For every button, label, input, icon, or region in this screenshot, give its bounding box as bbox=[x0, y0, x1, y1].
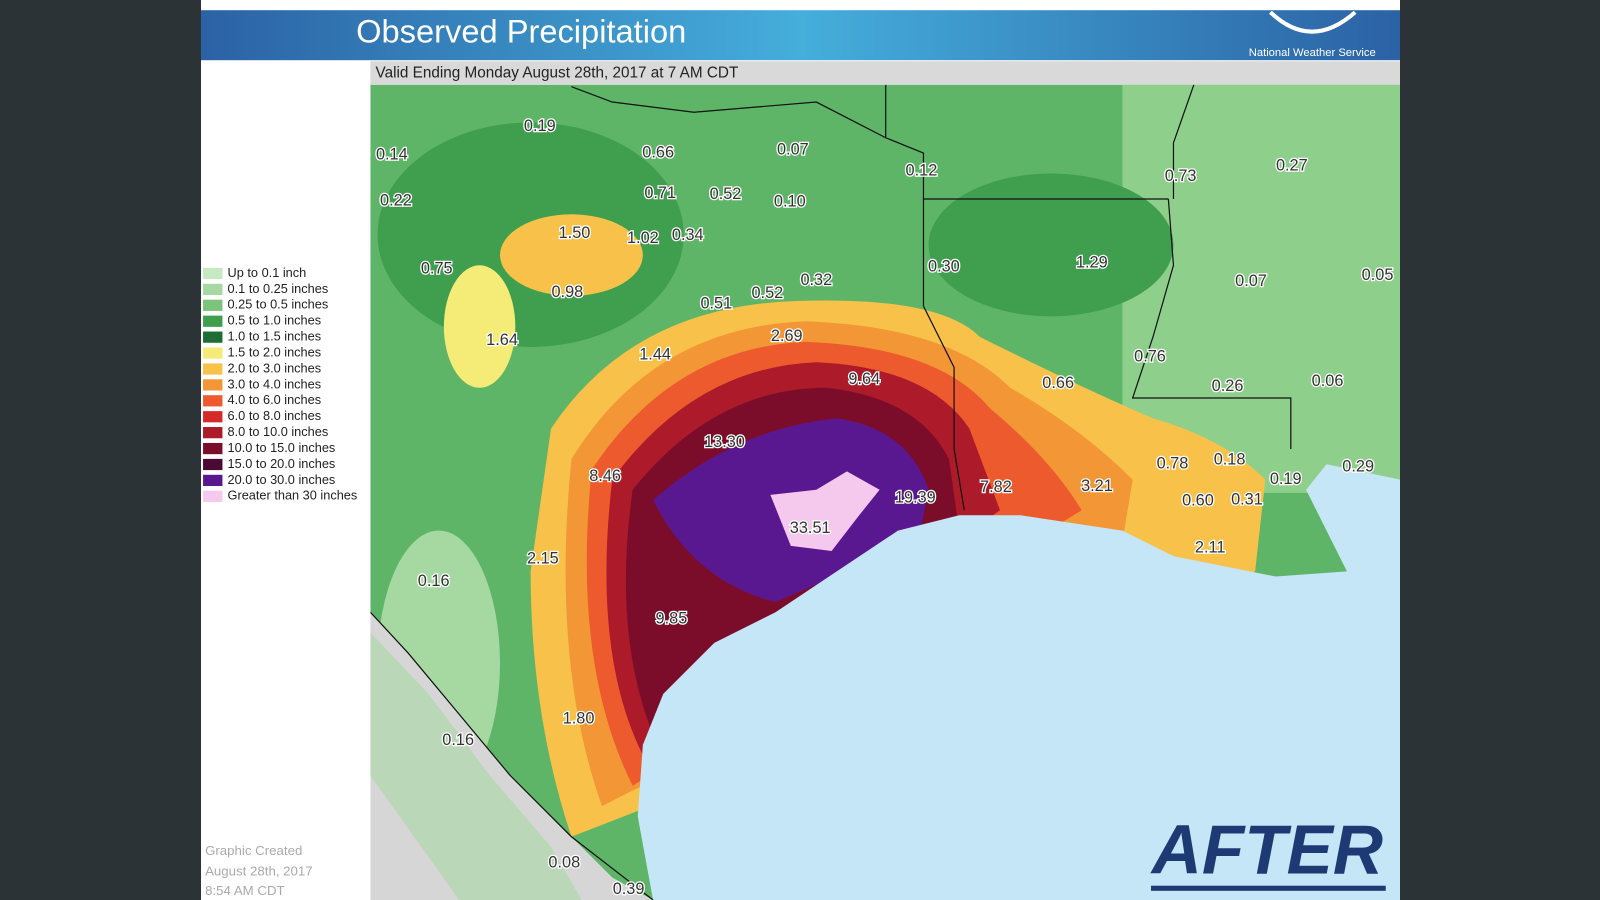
map-value-label: 0.34 bbox=[672, 226, 704, 244]
map-value-label: 0.51 bbox=[700, 294, 732, 312]
map-value-label: 2.69 bbox=[771, 327, 803, 345]
legend-label: 0.5 to 1.0 inches bbox=[228, 313, 322, 328]
map-value-label: 0.73 bbox=[1165, 167, 1197, 185]
legend-swatch bbox=[203, 347, 223, 359]
legend-label: 8.0 to 10.0 inches bbox=[228, 424, 329, 439]
legend-label: 0.1 to 0.25 inches bbox=[228, 281, 329, 296]
map-value-label: 0.10 bbox=[774, 192, 806, 210]
map-value-label: 0.75 bbox=[421, 260, 453, 278]
map-value-label: 0.39 bbox=[613, 880, 645, 898]
map-value-label: 0.32 bbox=[800, 271, 832, 289]
map-value-label: 0.66 bbox=[642, 143, 674, 161]
legend-label: 6.0 to 8.0 inches bbox=[228, 408, 322, 423]
legend-swatch bbox=[203, 458, 223, 471]
map-value-label: 7.82 bbox=[980, 478, 1012, 496]
logo bbox=[1269, 10, 1357, 34]
legend-label: 20.0 to 30.0 inches bbox=[228, 472, 336, 487]
legend-swatch bbox=[203, 283, 223, 295]
map-value-label: 1.80 bbox=[563, 710, 595, 728]
map-labels: 0.19 0.14 0.66 0.07 0.12 0.73 0.27 0.22 0.71 0.52… bbox=[375, 116, 1395, 900]
map bbox=[370, 84, 1400, 900]
map-value-label: 0.18 bbox=[1214, 451, 1246, 469]
map-value-label: 0.07 bbox=[1235, 272, 1267, 290]
legend-swatch bbox=[203, 299, 223, 311]
map-value-label: 0.52 bbox=[751, 284, 783, 302]
map-value-label: 33.51 bbox=[790, 519, 831, 537]
legend-label: 1.5 to 2.0 inches bbox=[228, 344, 322, 359]
map-value-label: 8.46 bbox=[589, 467, 621, 485]
legend-label: Up to 0.1 inch bbox=[228, 265, 307, 280]
map-value-label: 0.78 bbox=[1157, 455, 1189, 473]
map-value-label: 0.16 bbox=[418, 572, 450, 590]
map-value-label: 1.44 bbox=[639, 345, 671, 363]
legend-label: 4.0 to 6.0 inches bbox=[228, 392, 322, 407]
after-stamp: AFTER bbox=[1150, 810, 1383, 888]
legend-swatch bbox=[203, 442, 223, 455]
created-line: 8:54 AM CDT bbox=[205, 883, 285, 898]
legend-label: 3.0 to 4.0 inches bbox=[228, 376, 322, 391]
legend-swatch bbox=[203, 267, 223, 280]
map-value-label: 1.64 bbox=[486, 331, 518, 349]
legend-swatch bbox=[203, 331, 223, 343]
map-value-label: 0.12 bbox=[906, 162, 938, 180]
valid-time: Valid Ending Monday August 28th, 2017 at… bbox=[376, 65, 739, 82]
map-value-label: 1.29 bbox=[1076, 254, 1108, 272]
map-value-label: 0.71 bbox=[644, 184, 676, 202]
after-underline bbox=[1151, 885, 1386, 891]
map-value-label: 0.30 bbox=[928, 258, 960, 276]
map-value-label: 13.30 bbox=[704, 433, 745, 451]
agency: National Weather Service bbox=[1249, 47, 1376, 59]
map-value-label: 2.15 bbox=[527, 549, 559, 567]
map-value-label: 1.50 bbox=[559, 224, 591, 242]
legend-swatch bbox=[203, 395, 223, 407]
map-value-label: 0.14 bbox=[376, 145, 408, 163]
map-value-label: 0.52 bbox=[710, 185, 742, 203]
map-value-label: 0.31 bbox=[1231, 490, 1263, 508]
legend-swatch bbox=[203, 474, 223, 487]
legend-swatch bbox=[203, 363, 223, 375]
map-value-label: 0.19 bbox=[524, 117, 556, 135]
legend-swatch bbox=[203, 490, 223, 502]
map-value-label: 0.66 bbox=[1042, 374, 1074, 392]
map-value-label: 19.39 bbox=[895, 488, 936, 506]
legend-label: 15.0 to 20.0 inches bbox=[228, 456, 336, 471]
map-value-label: 0.76 bbox=[1134, 347, 1166, 365]
map-value-label: 0.05 bbox=[1362, 266, 1394, 284]
map-value-label: 0.19 bbox=[1270, 470, 1302, 488]
map-value-label: 0.60 bbox=[1182, 491, 1214, 509]
map-value-label: 0.08 bbox=[548, 854, 580, 872]
map-value-label: 2.11 bbox=[1195, 538, 1226, 556]
legend-label: 10.0 to 15.0 inches bbox=[228, 440, 336, 455]
map-value-label: 0.29 bbox=[1342, 458, 1374, 476]
map-value-label: 0.98 bbox=[551, 283, 583, 301]
legend-label: 2.0 to 3.0 inches bbox=[228, 360, 322, 375]
legend-label: 0.25 to 0.5 inches bbox=[228, 297, 329, 312]
created-line: August 28th, 2017 bbox=[205, 864, 313, 879]
legend-swatch bbox=[203, 379, 223, 391]
map-value-label: 0.07 bbox=[777, 140, 809, 158]
legend-swatch bbox=[203, 427, 223, 439]
created-line: Graphic Created bbox=[205, 843, 302, 858]
map-value-label: 9.85 bbox=[656, 610, 688, 628]
legend-swatch bbox=[203, 315, 223, 327]
header-bar bbox=[201, 10, 1401, 61]
legend-swatch bbox=[203, 411, 223, 423]
map-value-label: 0.16 bbox=[442, 731, 474, 749]
map-value-label: 0.26 bbox=[1212, 377, 1244, 395]
map-value-label: 0.06 bbox=[1312, 372, 1344, 390]
map-value-label: 1.02 bbox=[627, 229, 659, 247]
legend-label: Greater than 30 inches bbox=[228, 488, 358, 503]
title: Observed Precipitation bbox=[356, 12, 686, 49]
map-value-label: 3.21 bbox=[1081, 477, 1113, 495]
map-value-label: 0.27 bbox=[1276, 157, 1308, 175]
map-value-label: 9.64 bbox=[848, 370, 880, 388]
map-value-label: 0.22 bbox=[380, 191, 412, 209]
valid-bar bbox=[370, 61, 1400, 85]
legend-label: 1.0 to 1.5 inches bbox=[228, 329, 322, 344]
